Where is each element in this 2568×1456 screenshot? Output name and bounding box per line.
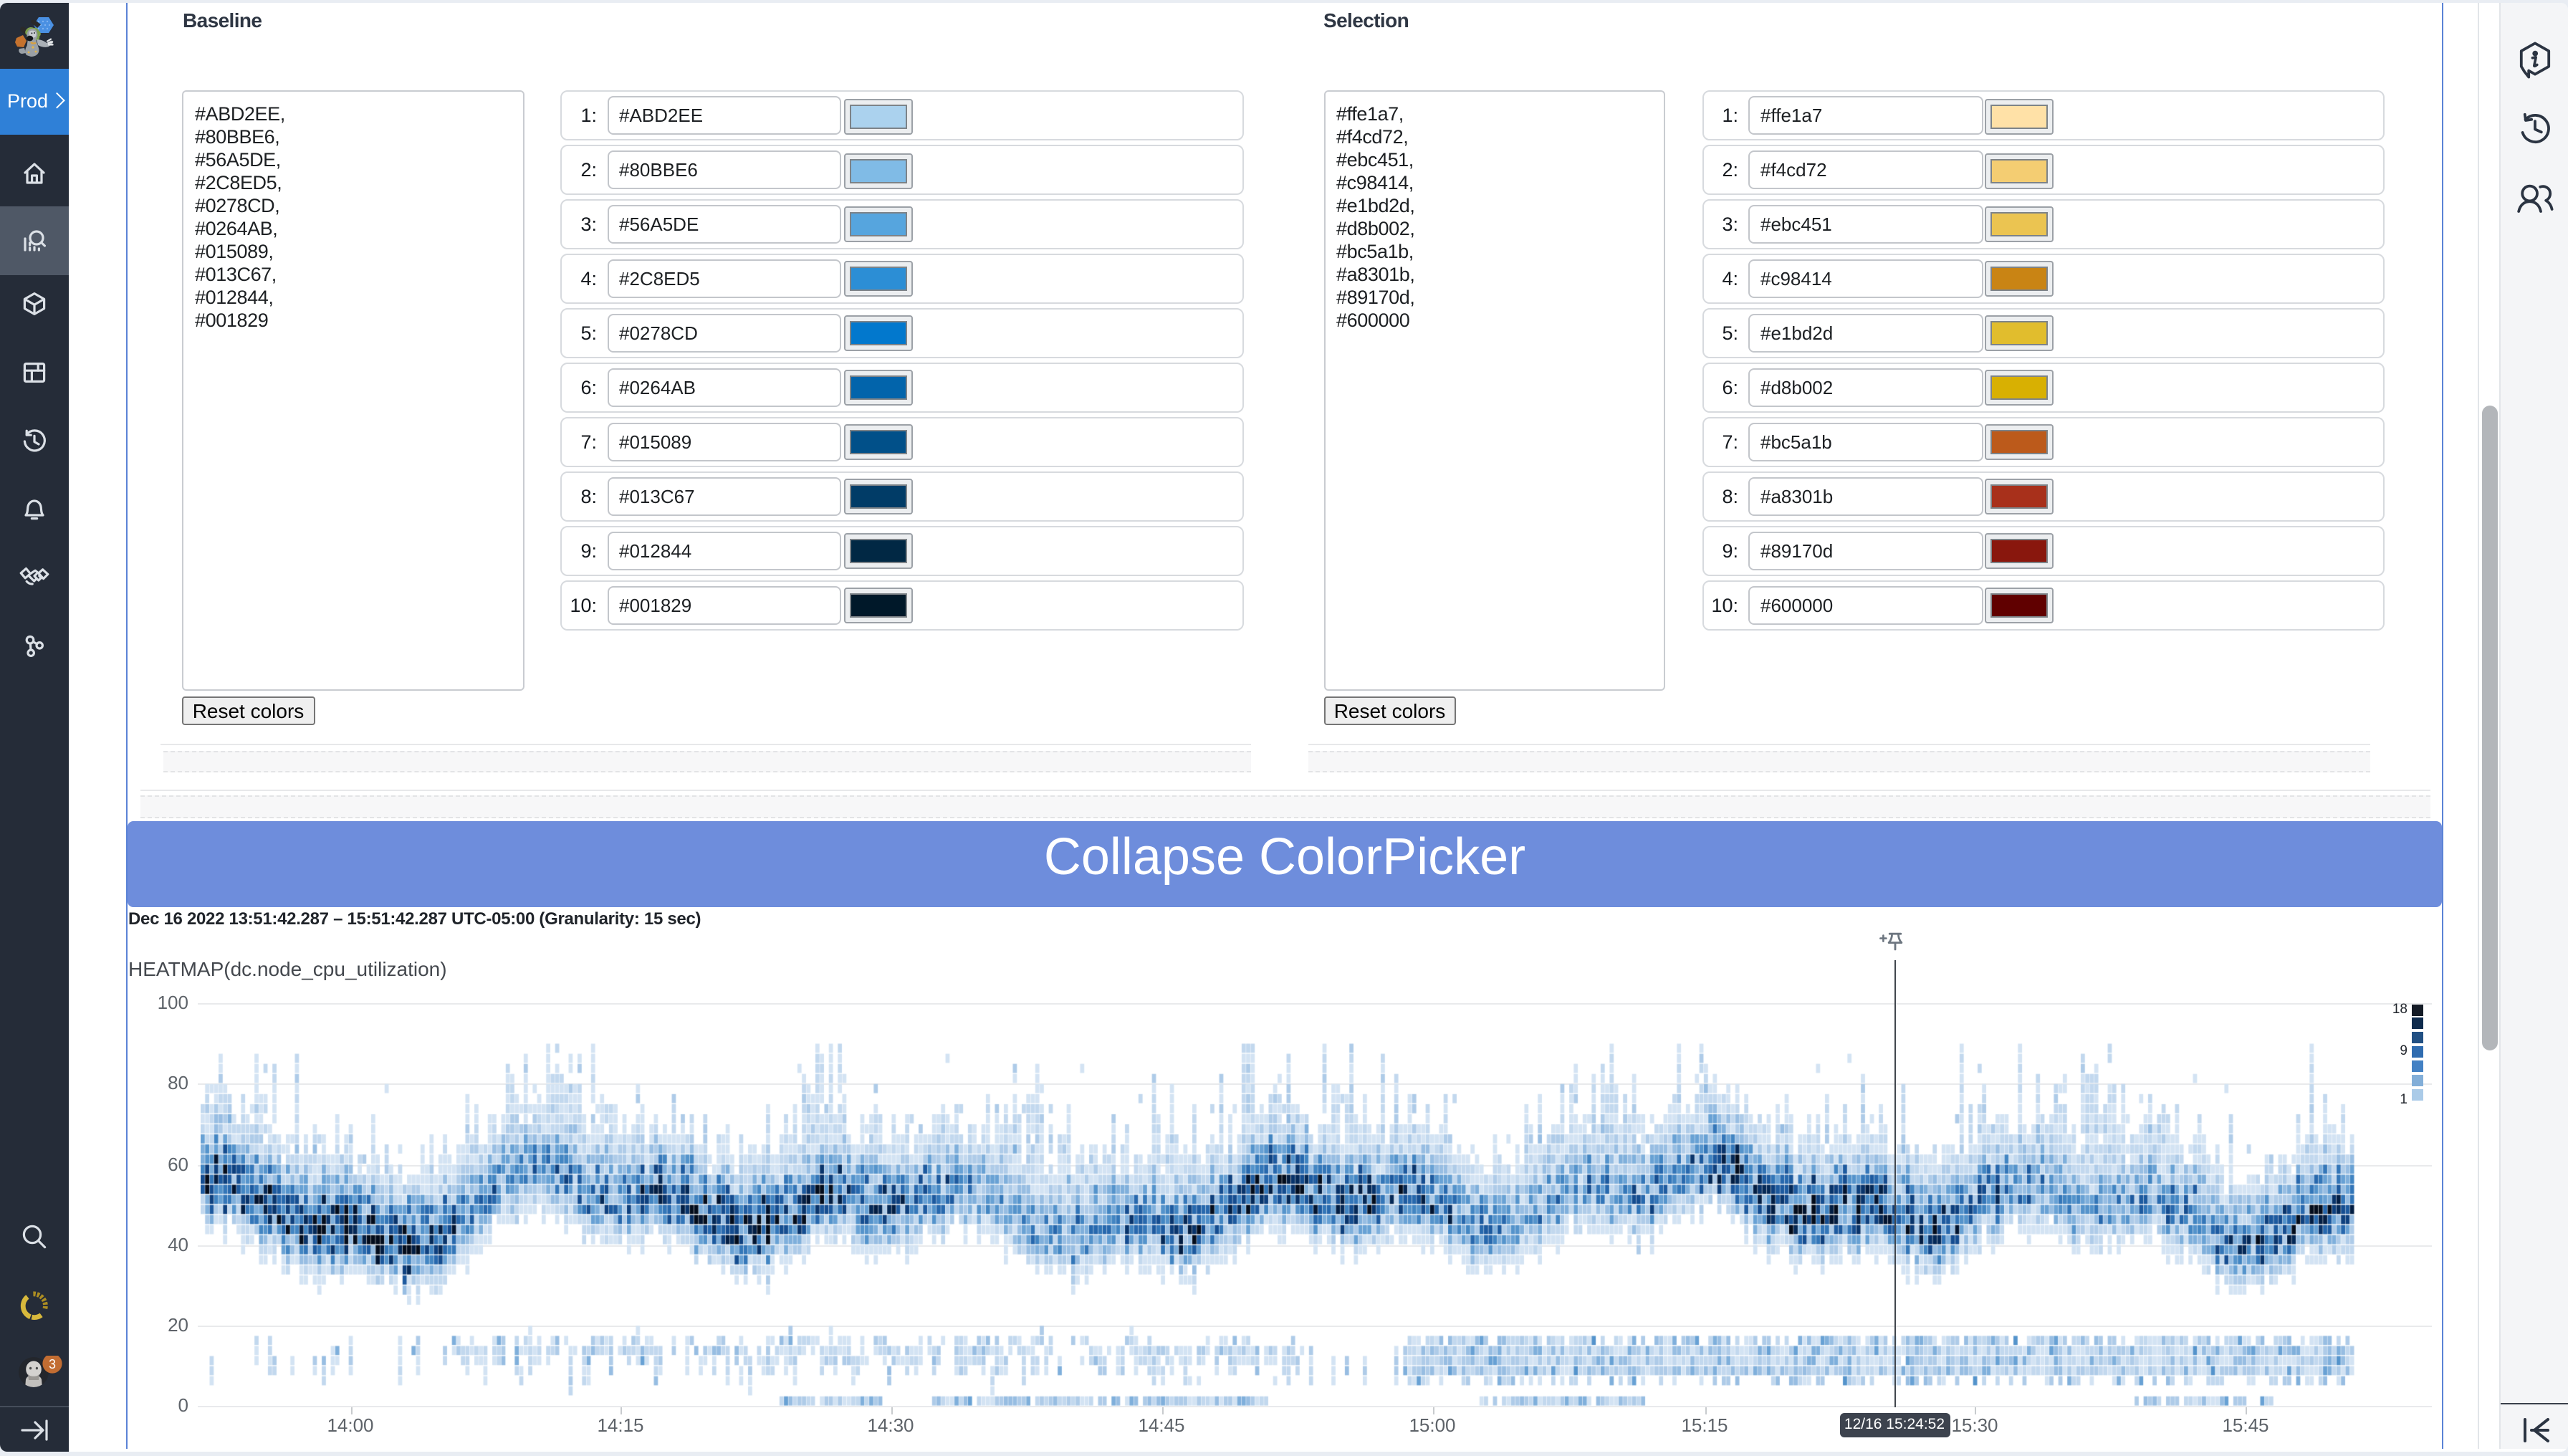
svg-text:3: 3 bbox=[49, 1357, 56, 1371]
